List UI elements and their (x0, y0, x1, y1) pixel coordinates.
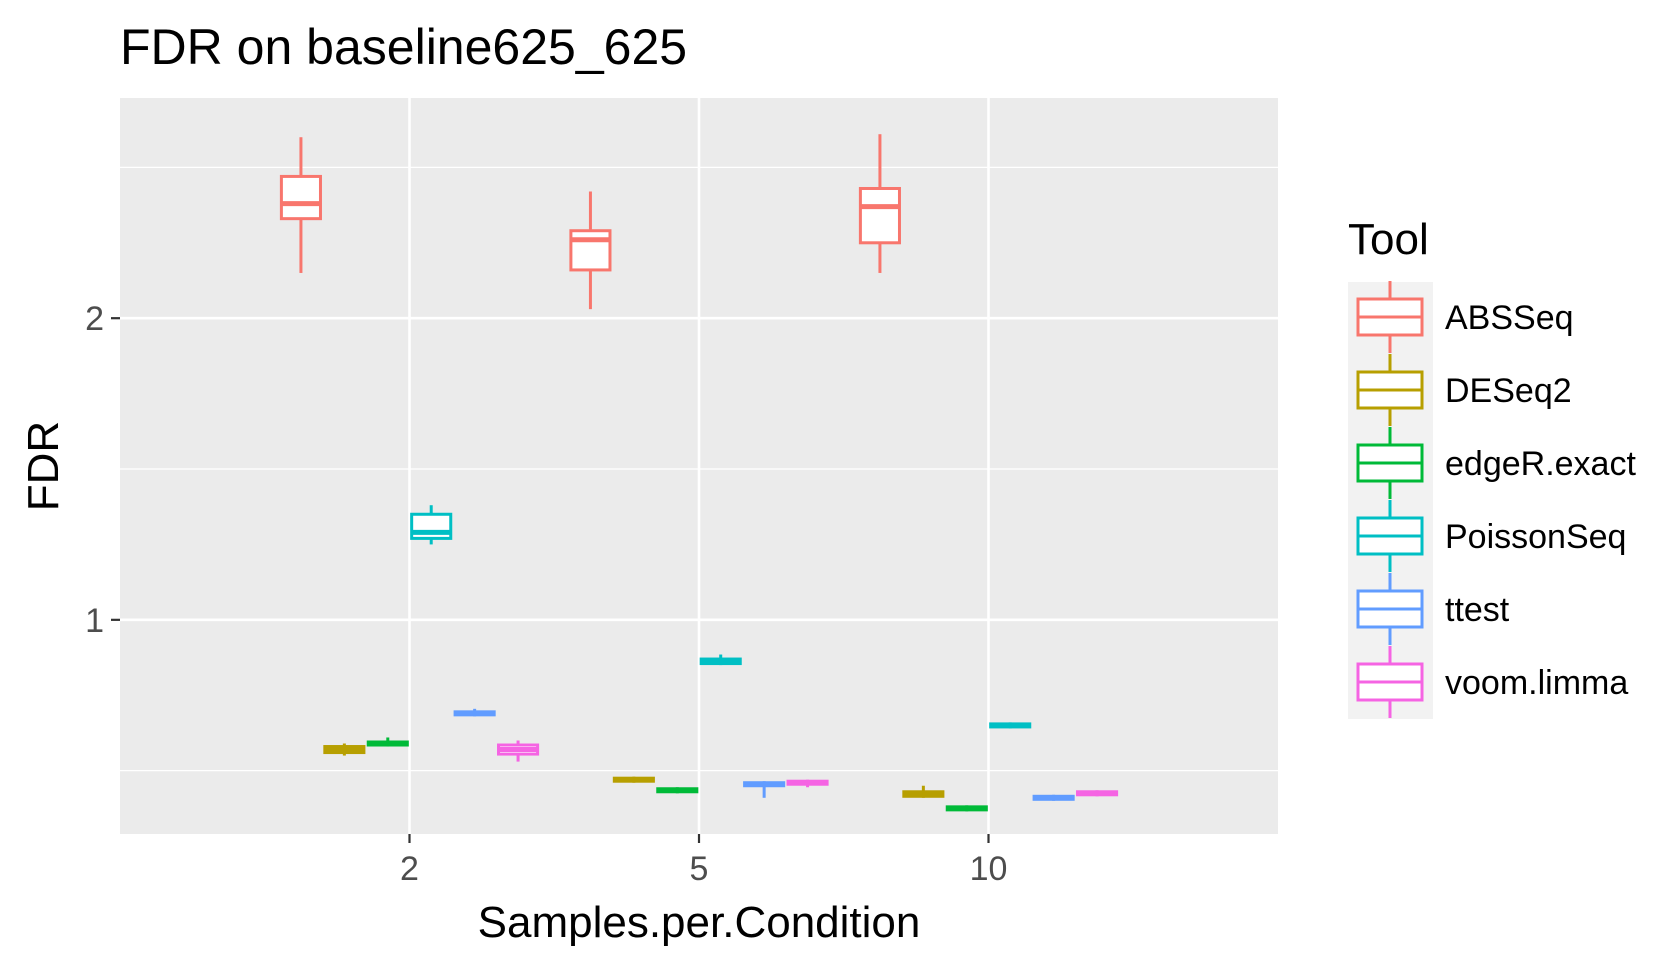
legend-item-edgeR.exact: edgeR.exact (1356, 427, 1636, 499)
box-ttest-10 (1032, 794, 1075, 801)
box-edgeR.exact-10 (945, 805, 988, 812)
box-PoissonSeq-10 (989, 722, 1032, 729)
y-axis-title: FDR (19, 421, 68, 511)
box-DESeq2-10 (902, 785, 945, 798)
legend-label: DESeq2 (1445, 372, 1572, 410)
box-voom.limma-10 (1076, 790, 1119, 797)
box-body (569, 229, 612, 272)
box-ttest-2 (453, 708, 496, 717)
x-tick-label: 10 (970, 850, 1008, 888)
box-DESeq2-5 (612, 776, 655, 783)
box-ABSSeq-2 (279, 137, 322, 273)
box-voom.limma-5 (786, 779, 829, 788)
y-tick-label: 2 (85, 300, 104, 338)
legend-item-DESeq2: DESeq2 (1356, 354, 1572, 426)
box-edgeR.exact-2 (366, 737, 409, 747)
box-DESeq2-2 (323, 743, 366, 756)
axes: 1 2 2 5 10 (85, 300, 1007, 888)
y-tick-label: 1 (85, 602, 104, 640)
x-tick-label: 5 (690, 850, 709, 888)
legend-label: PoissonSeq (1445, 518, 1626, 556)
box-PoissonSeq-5 (699, 654, 742, 666)
legend-item-PoissonSeq: PoissonSeq (1356, 500, 1626, 572)
box-ttest-5 (743, 781, 786, 798)
box-voom.limma-2 (497, 740, 540, 762)
legend-label: edgeR.exact (1445, 445, 1636, 483)
legend-item-ABSSeq: ABSSeq (1356, 281, 1574, 353)
x-tick-label: 2 (400, 850, 419, 888)
box-edgeR.exact-5 (656, 787, 699, 794)
box-ABSSeq-10 (858, 134, 901, 273)
legend: Tool ABSSeq DESeq2 edgeR.exact PoissonSeq tt… (1348, 215, 1636, 719)
legend-label: voom.limma (1445, 664, 1628, 702)
legend-item-voom.limma: voom.limma (1356, 646, 1628, 718)
box-body (858, 186, 901, 245)
x-axis-title: Samples.per.Condition (478, 898, 921, 947)
chart-title: FDR on baseline625_625 (120, 19, 687, 75)
legend-label: ttest (1445, 591, 1510, 629)
box-body (279, 174, 322, 221)
legend-label: ABSSeq (1445, 299, 1574, 337)
box-PoissonSeq-2 (410, 505, 453, 545)
legend-title: Tool (1348, 215, 1429, 264)
legend-item-ttest: ttest (1356, 573, 1510, 645)
box-ABSSeq-5 (569, 191, 612, 310)
box-layer (279, 134, 1119, 812)
grid-lines (120, 98, 1278, 834)
